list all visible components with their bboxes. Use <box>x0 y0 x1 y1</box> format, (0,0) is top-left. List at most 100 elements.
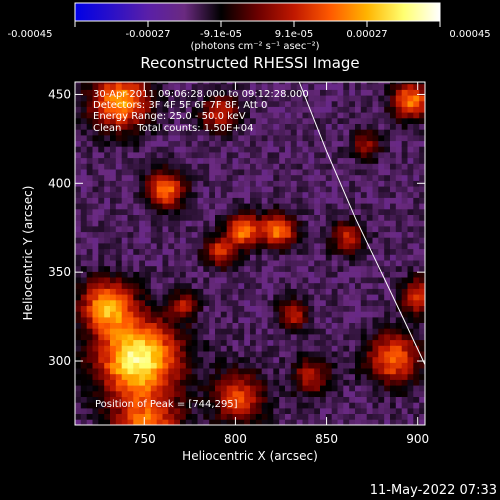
heatmap-cell <box>86 226 93 233</box>
heatmap-cell <box>308 152 315 159</box>
heatmap-cell <box>215 123 222 130</box>
heatmap-cell <box>92 191 99 198</box>
heatmap-cell <box>220 186 227 193</box>
heatmap-cell <box>220 89 227 96</box>
heatmap-cell <box>174 83 181 90</box>
heatmap-cell <box>261 379 268 386</box>
heatmap-cell <box>104 396 111 403</box>
heatmap-cell <box>174 214 181 221</box>
heatmap-cell <box>226 322 233 329</box>
heatmap-cell <box>115 288 122 295</box>
heatmap-cell <box>337 305 344 312</box>
heatmap-cell <box>92 208 99 215</box>
heatmap-cell <box>302 186 309 193</box>
heatmap-cell <box>220 305 227 312</box>
heatmap-cell <box>139 135 146 142</box>
heatmap-cell <box>150 112 157 119</box>
heatmap-cell <box>261 117 268 124</box>
heatmap-cell <box>290 117 297 124</box>
heatmap-cell <box>203 413 210 420</box>
heatmap-cell <box>325 112 332 119</box>
heatmap-cell <box>121 106 128 113</box>
heatmap-cell <box>98 316 105 323</box>
heatmap-cell <box>238 82 245 85</box>
heatmap-cell <box>75 260 82 267</box>
heatmap-cell <box>127 203 134 210</box>
heatmap-cell <box>121 163 128 170</box>
heatmap-cell <box>285 368 292 375</box>
heatmap-cell <box>238 146 245 153</box>
heatmap-cell <box>238 169 245 176</box>
heatmap-cell <box>296 345 303 352</box>
heatmap-cell <box>185 226 192 233</box>
heatmap-cell <box>355 339 362 346</box>
heatmap-cell <box>150 208 157 215</box>
heatmap-cell <box>156 214 163 221</box>
heatmap-cell <box>244 277 251 284</box>
heatmap-cell <box>162 328 169 335</box>
heatmap-cell <box>232 362 239 369</box>
heatmap-cell <box>343 345 350 352</box>
heatmap-cell <box>226 180 233 187</box>
heatmap-cell <box>185 231 192 238</box>
heatmap-cell <box>296 294 303 301</box>
heatmap-cell <box>378 362 385 369</box>
heatmap-cell <box>384 385 391 392</box>
heatmap-cell <box>384 351 391 358</box>
heatmap-cell <box>209 277 216 284</box>
heatmap-cell <box>162 231 169 238</box>
heatmap-cell <box>75 220 82 227</box>
heatmap-cell <box>185 146 192 153</box>
heatmap-cell <box>232 163 239 170</box>
heatmap-cell <box>250 248 257 255</box>
heatmap-cell <box>168 390 175 397</box>
heatmap-cell <box>86 220 93 227</box>
heatmap-cell <box>197 316 204 323</box>
heatmap-cell <box>378 334 385 341</box>
heatmap-cell <box>133 334 140 341</box>
heatmap-cell <box>395 197 402 204</box>
heatmap-cell <box>180 402 187 409</box>
heatmap-cell <box>267 169 274 176</box>
heatmap-cell <box>261 407 268 414</box>
heatmap-cell <box>104 322 111 329</box>
heatmap-cell <box>185 368 192 375</box>
heatmap-cell <box>215 248 222 255</box>
heatmap-cell <box>110 311 117 318</box>
heatmap-cell <box>180 174 187 181</box>
heatmap-cell <box>110 197 117 204</box>
heatmap-cell <box>273 294 280 301</box>
heatmap-cell <box>296 214 303 221</box>
heatmap-cell <box>296 117 303 124</box>
heatmap-cell <box>366 390 373 397</box>
heatmap-cell <box>285 146 292 153</box>
heatmap-cell <box>139 356 146 363</box>
heatmap-cell <box>92 135 99 142</box>
heatmap-cell <box>355 390 362 397</box>
heatmap-cell <box>133 140 140 147</box>
heatmap-cell <box>232 146 239 153</box>
heatmap-cell <box>395 226 402 233</box>
heatmap-cell <box>360 100 367 107</box>
heatmap-cell <box>145 362 152 369</box>
heatmap-cell <box>372 396 379 403</box>
heatmap-cell <box>150 135 157 142</box>
heatmap-cell <box>92 197 99 204</box>
heatmap-cell <box>267 390 274 397</box>
heatmap-cell <box>139 248 146 255</box>
heatmap-cell <box>250 311 257 318</box>
heatmap-cell <box>174 385 181 392</box>
heatmap-cell <box>390 299 397 306</box>
heatmap-cell <box>267 220 274 227</box>
heatmap-cell <box>331 328 338 335</box>
heatmap-cell <box>419 356 425 363</box>
heatmap-cell <box>180 294 187 301</box>
heatmap-cell <box>325 288 332 295</box>
heatmap-cell <box>232 106 239 113</box>
heatmap-cell <box>395 277 402 284</box>
heatmap-cell <box>390 362 397 369</box>
heatmap-cell <box>273 379 280 386</box>
heatmap-cell <box>261 288 268 295</box>
heatmap-cell <box>360 82 367 85</box>
heatmap-cell <box>80 254 87 261</box>
